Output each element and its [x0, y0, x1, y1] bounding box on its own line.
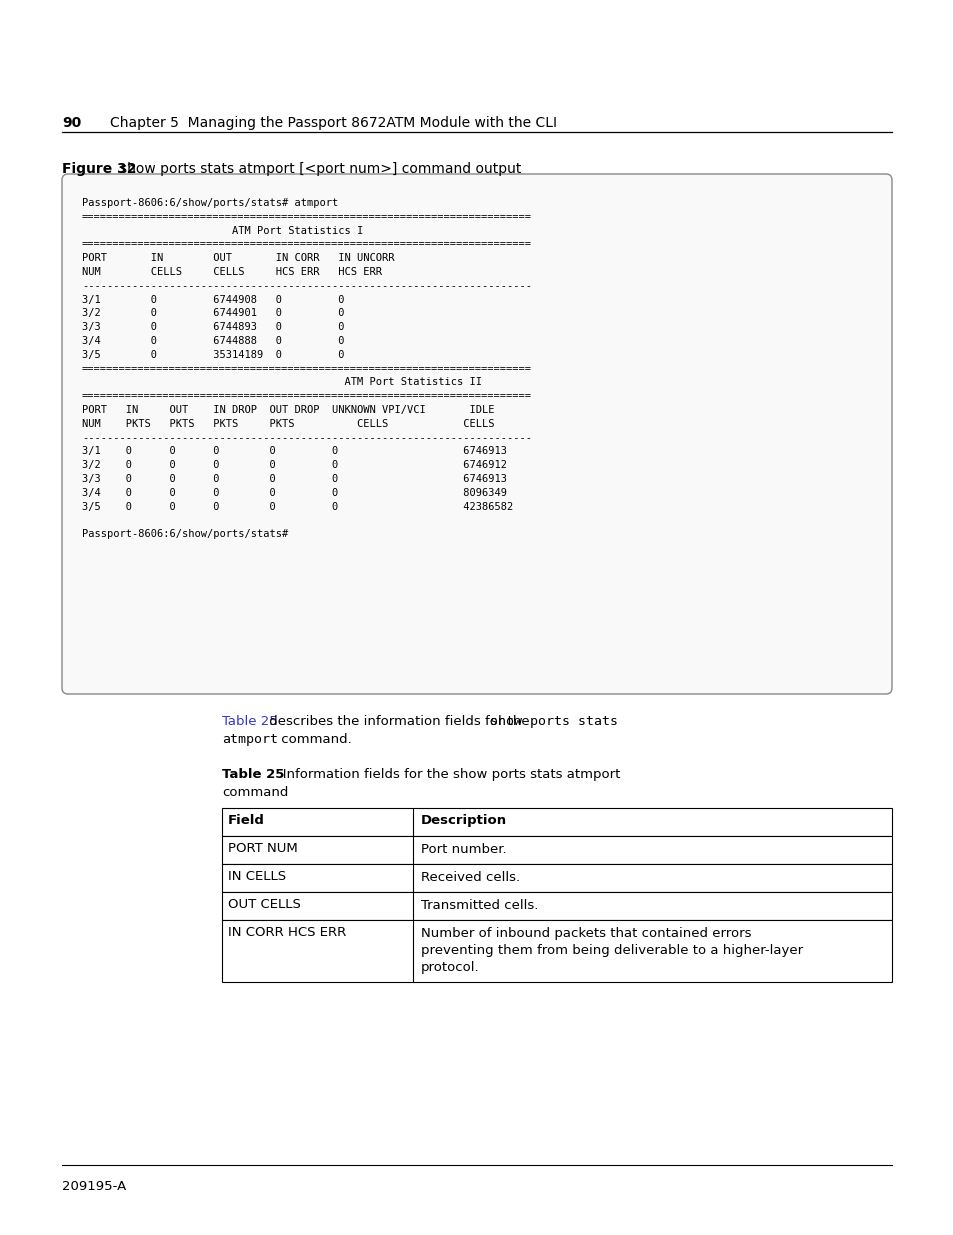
Text: 3/4    0      0      0        0         0                    8096349: 3/4 0 0 0 0 0 8096349 [82, 488, 506, 498]
Text: ------------------------------------------------------------------------: ----------------------------------------… [82, 280, 532, 290]
Text: command.: command. [276, 734, 352, 746]
Bar [222, 836, 891, 864]
Text: Passport-8606:6/show/ports/stats# atmport: Passport-8606:6/show/ports/stats# atmpor… [82, 198, 338, 207]
Text: command: command [222, 785, 288, 799]
Text: Figure 32: Figure 32 [62, 162, 136, 177]
Bar [222, 920, 891, 982]
Text: Field: Field [228, 814, 265, 827]
Bar [222, 864, 891, 892]
Text: describes the information fields for the: describes the information fields for the [265, 715, 534, 727]
Text: 3/5    0      0      0        0         0                    42386582: 3/5 0 0 0 0 0 42386582 [82, 501, 513, 511]
Text: OUT CELLS: OUT CELLS [228, 898, 300, 911]
Text: ------------------------------------------------------------------------: ----------------------------------------… [82, 432, 532, 442]
Text: 3/4        0         6744888   0         0: 3/4 0 6744888 0 0 [82, 336, 344, 346]
Text: Chapter 5  Managing the Passport 8672ATM Module with the CLI: Chapter 5 Managing the Passport 8672ATM … [110, 116, 557, 130]
Text: show ports stats atmport [<port num>] command output: show ports stats atmport [<port num>] co… [120, 162, 521, 177]
Text: Description: Description [420, 814, 507, 827]
Text: 209195-A: 209195-A [62, 1179, 126, 1193]
Text: PORT   IN     OUT    IN DROP  OUT DROP  UNKNOWN VPI/VCI       IDLE: PORT IN OUT IN DROP OUT DROP UNKNOWN VPI… [82, 405, 494, 415]
Text: 3/3        0         6744893   0         0: 3/3 0 6744893 0 0 [82, 322, 344, 332]
Text: 3/2    0      0      0        0         0                    6746912: 3/2 0 0 0 0 0 6746912 [82, 461, 506, 471]
Text: ========================================================================: ========================================… [82, 391, 532, 401]
Text: Passport-8606:6/show/ports/stats#: Passport-8606:6/show/ports/stats# [82, 530, 288, 540]
Text: 3/1        0         6744908   0         0: 3/1 0 6744908 0 0 [82, 295, 344, 305]
Text: Number of inbound packets that contained errors
preventing them from being deliv: Number of inbound packets that contained… [420, 927, 802, 974]
Text: 3/3    0      0      0        0         0                    6746913: 3/3 0 0 0 0 0 6746913 [82, 474, 506, 484]
Text: ========================================================================: ========================================… [82, 363, 532, 374]
Text: IN CELLS: IN CELLS [228, 869, 286, 883]
Text: 3/2        0         6744901   0         0: 3/2 0 6744901 0 0 [82, 309, 344, 319]
Text: ATM Port Statistics II: ATM Port Statistics II [82, 378, 481, 388]
Text: Received cells.: Received cells. [420, 871, 519, 884]
Bar [222, 808, 891, 836]
Text: show ports stats: show ports stats [490, 715, 618, 727]
Bar [222, 892, 891, 920]
Text: NUM    PKTS   PKTS   PKTS     PKTS          CELLS            CELLS: NUM PKTS PKTS PKTS PKTS CELLS CELLS [82, 419, 494, 429]
Text: Table 25: Table 25 [222, 715, 277, 727]
Text: 90: 90 [62, 116, 81, 130]
FancyBboxPatch shape [62, 174, 891, 694]
Text: Transmitted cells.: Transmitted cells. [420, 899, 537, 911]
Text: ========================================================================: ========================================… [82, 211, 532, 222]
Text: 3/1    0      0      0        0         0                    6746913: 3/1 0 0 0 0 0 6746913 [82, 446, 506, 457]
Text: Table 25: Table 25 [222, 768, 284, 781]
Text: Information fields for the show ports stats atmport: Information fields for the show ports st… [270, 768, 619, 781]
Text: PORT       IN        OUT       IN CORR   IN UNCORR: PORT IN OUT IN CORR IN UNCORR [82, 253, 395, 263]
Text: NUM        CELLS     CELLS     HCS ERR   HCS ERR: NUM CELLS CELLS HCS ERR HCS ERR [82, 267, 381, 277]
Text: PORT NUM: PORT NUM [228, 842, 297, 855]
Text: 3/5        0         35314189  0         0: 3/5 0 35314189 0 0 [82, 350, 344, 359]
Text: IN CORR HCS ERR: IN CORR HCS ERR [228, 926, 346, 939]
Text: ATM Port Statistics I: ATM Port Statistics I [82, 226, 363, 236]
Text: ========================================================================: ========================================… [82, 240, 532, 249]
Text: Port number.: Port number. [420, 844, 506, 856]
Text: atmport: atmport [222, 734, 277, 746]
